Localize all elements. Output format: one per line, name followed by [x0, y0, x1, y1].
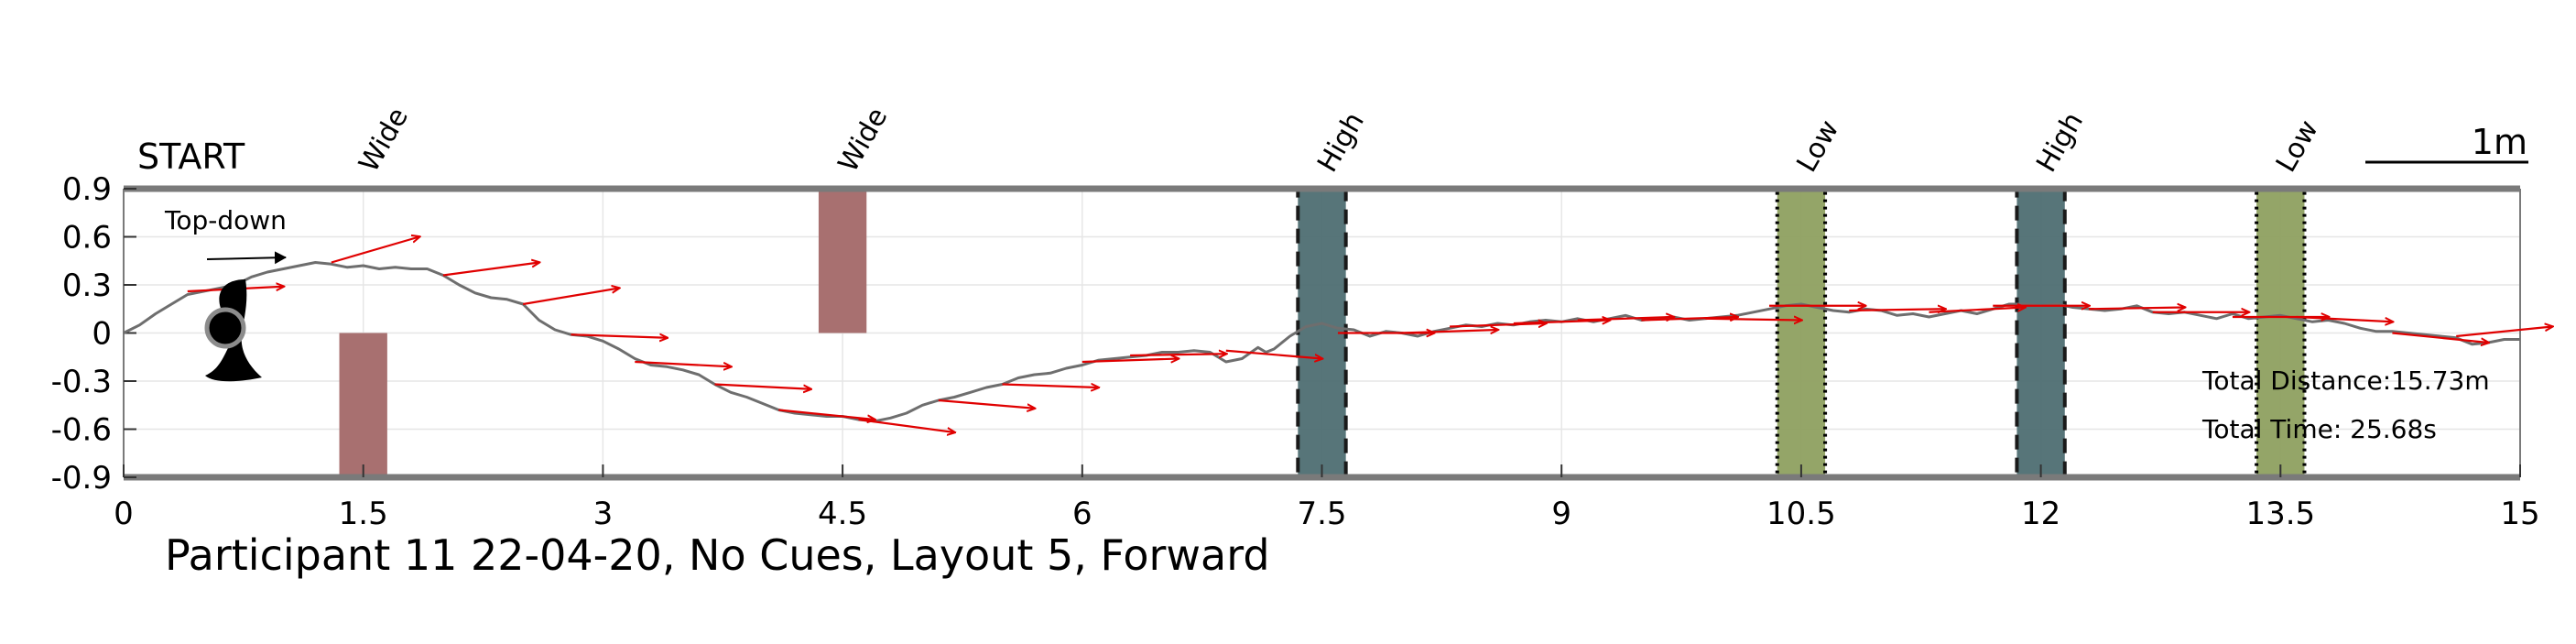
heading-arrow-3: [522, 289, 619, 306]
obstacle-labels: Wide Wide High Low High Low: [353, 103, 2324, 178]
top-down-inset: Top-down: [164, 205, 287, 382]
heading-arrow-28: [2296, 315, 2393, 322]
inset-label: Top-down: [164, 205, 287, 235]
heading-arrow-23: [1929, 308, 2025, 313]
heading-arrow-13: [1225, 349, 1322, 359]
heading-arrow-10: [1002, 385, 1099, 388]
heading-arrow-1: [331, 237, 419, 264]
start-label: START: [137, 136, 245, 177]
heading-arrow-17: [1513, 321, 1610, 324]
obstacle-label-4: High: [2030, 107, 2090, 178]
heading-arrow-20: [1705, 319, 1801, 321]
obstacle-label-3: Low: [1791, 115, 1846, 178]
x-tick-label-6: 9: [1551, 496, 1571, 532]
obstacle-label-2: High: [1311, 107, 1371, 178]
x-tick-label-5: 7.5: [1297, 496, 1346, 532]
heading-arrow-29: [2392, 332, 2488, 344]
obstacle-high-4: [2015, 187, 2067, 479]
obstacle-label-0: Wide: [353, 103, 415, 178]
heading-arrow-11: [1081, 359, 1179, 363]
obstacle-wide-0: [339, 333, 387, 477]
x-tick-label-1: 1.5: [339, 496, 388, 532]
heading-arrow-2: [442, 263, 539, 277]
heading-arrow-5: [635, 360, 731, 366]
heading-arrow-22: [1849, 309, 1945, 311]
heading-arrow-18: [1577, 317, 1674, 321]
inset-arrow: [206, 251, 287, 265]
x-tick-label-7: 10.5: [1766, 496, 1836, 532]
heading-arrows: [187, 237, 2552, 433]
heading-arrow-16: [1450, 323, 1546, 327]
x-tick-label-2: 3: [593, 496, 614, 532]
obstacle-low-5: [2255, 187, 2307, 479]
heading-arrow-15: [1401, 330, 1498, 333]
heading-arrow-6: [714, 383, 811, 389]
heading-arrow-4: [571, 334, 668, 338]
obstacle-wide-1: [818, 189, 867, 333]
total-time: Total Time: 25.68s: [2201, 414, 2437, 444]
y-tick-label-5: -0.6: [51, 412, 112, 449]
heading-arrow-9: [938, 398, 1035, 409]
heading-arrow-19: [1641, 317, 1737, 321]
x-tick-label-9: 13.5: [2245, 496, 2315, 532]
x-tick-label-10: 15: [2500, 496, 2539, 532]
obstacle-low-3: [1775, 187, 1828, 479]
y-tick-label-1: 0.6: [62, 220, 112, 257]
x-tick-label-0: 0: [114, 496, 134, 532]
heading-arrow-8: [858, 418, 955, 432]
obstacle-label-1: Wide: [832, 103, 895, 178]
x-tick-label-8: 12: [2021, 496, 2060, 532]
obstacles: [339, 187, 2307, 479]
y-tick-label-6: -0.9: [51, 460, 112, 497]
total-distance: Total Distance:15.73m: [2201, 366, 2490, 396]
y-tick-label-4: -0.3: [51, 364, 112, 400]
y-tick-label-3: 0: [92, 316, 112, 353]
chart-title: Participant 11 22-04-20, No Cues, Layout…: [165, 530, 1270, 580]
axis-ticks: 0 1.5 3 4.5 6 7.5 9 10.5 12 13.5 15 0.9 0.6 0.3 0 -0.3 -…: [51, 171, 2540, 532]
obstacle-label-5: Low: [2270, 115, 2325, 178]
x-tick-label-3: 4.5: [818, 496, 867, 532]
scale-bar: 1m: [2365, 122, 2528, 164]
walker-head-icon: [204, 307, 246, 349]
y-tick-label-0: 0.9: [62, 171, 112, 208]
y-tick-label-2: 0.3: [62, 267, 112, 304]
heading-arrow-30: [2456, 327, 2552, 338]
x-tick-label-4: 6: [1072, 496, 1092, 532]
heading-arrow-12: [1130, 354, 1226, 355]
scale-label: 1m: [2472, 122, 2527, 162]
heading-arrow-25: [2088, 308, 2185, 310]
heading-arrow-7: [778, 409, 875, 420]
